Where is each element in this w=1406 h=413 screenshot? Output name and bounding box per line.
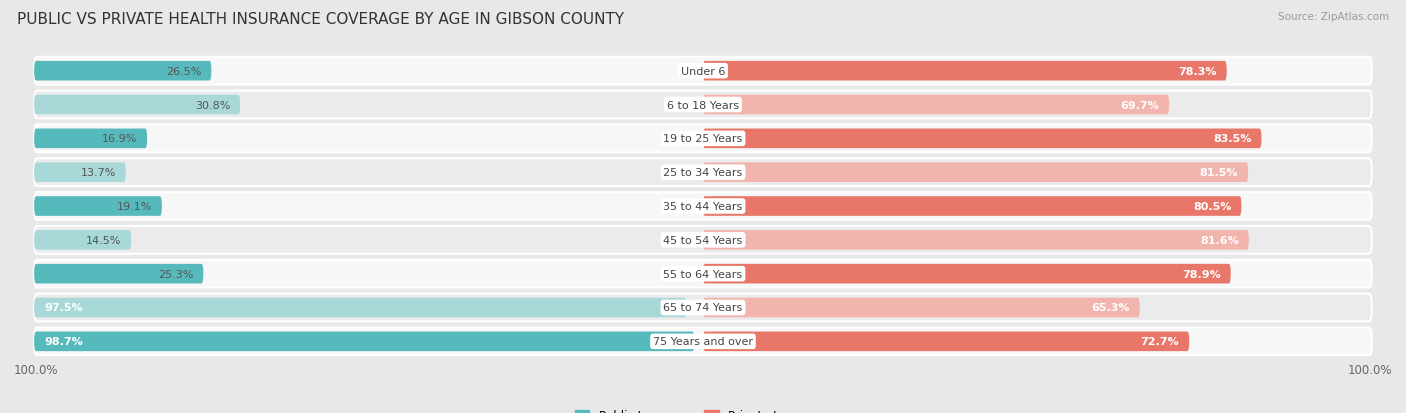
FancyBboxPatch shape: [703, 264, 1230, 284]
Text: 97.5%: 97.5%: [44, 303, 83, 313]
FancyBboxPatch shape: [703, 298, 1140, 318]
Text: 72.7%: 72.7%: [1140, 337, 1180, 347]
FancyBboxPatch shape: [703, 163, 1249, 183]
Text: 65 to 74 Years: 65 to 74 Years: [664, 303, 742, 313]
Text: 55 to 64 Years: 55 to 64 Years: [664, 269, 742, 279]
Text: 30.8%: 30.8%: [195, 100, 231, 110]
FancyBboxPatch shape: [34, 91, 1372, 119]
FancyBboxPatch shape: [703, 332, 1189, 351]
Text: 6 to 18 Years: 6 to 18 Years: [666, 100, 740, 110]
Text: 16.9%: 16.9%: [101, 134, 138, 144]
FancyBboxPatch shape: [34, 230, 131, 250]
Text: 19.1%: 19.1%: [117, 202, 152, 211]
Text: 81.5%: 81.5%: [1199, 168, 1239, 178]
Text: 78.9%: 78.9%: [1182, 269, 1220, 279]
FancyBboxPatch shape: [34, 192, 1372, 221]
Text: 81.6%: 81.6%: [1199, 235, 1239, 245]
Text: 69.7%: 69.7%: [1121, 100, 1159, 110]
FancyBboxPatch shape: [34, 163, 125, 183]
Text: 45 to 54 Years: 45 to 54 Years: [664, 235, 742, 245]
Text: 26.5%: 26.5%: [166, 66, 201, 76]
FancyBboxPatch shape: [703, 197, 1241, 216]
FancyBboxPatch shape: [34, 62, 211, 81]
FancyBboxPatch shape: [703, 62, 1226, 81]
Text: Under 6: Under 6: [681, 66, 725, 76]
FancyBboxPatch shape: [34, 159, 1372, 187]
FancyBboxPatch shape: [34, 332, 695, 351]
Text: 65.3%: 65.3%: [1091, 303, 1130, 313]
Text: 25 to 34 Years: 25 to 34 Years: [664, 168, 742, 178]
Legend: Public Insurance, Private Insurance: Public Insurance, Private Insurance: [571, 404, 835, 413]
Text: 100.0%: 100.0%: [14, 363, 59, 376]
FancyBboxPatch shape: [34, 260, 1372, 288]
FancyBboxPatch shape: [703, 230, 1249, 250]
Text: PUBLIC VS PRIVATE HEALTH INSURANCE COVERAGE BY AGE IN GIBSON COUNTY: PUBLIC VS PRIVATE HEALTH INSURANCE COVER…: [17, 12, 624, 27]
FancyBboxPatch shape: [34, 328, 1372, 355]
FancyBboxPatch shape: [34, 226, 1372, 254]
FancyBboxPatch shape: [34, 95, 240, 115]
Text: 83.5%: 83.5%: [1213, 134, 1251, 144]
FancyBboxPatch shape: [34, 197, 162, 216]
Text: 25.3%: 25.3%: [157, 269, 193, 279]
FancyBboxPatch shape: [34, 294, 1372, 322]
FancyBboxPatch shape: [34, 264, 204, 284]
FancyBboxPatch shape: [703, 129, 1261, 149]
FancyBboxPatch shape: [34, 298, 686, 318]
FancyBboxPatch shape: [34, 58, 1372, 85]
Text: 78.3%: 78.3%: [1178, 66, 1216, 76]
Text: 80.5%: 80.5%: [1194, 202, 1232, 211]
Text: 19 to 25 Years: 19 to 25 Years: [664, 134, 742, 144]
FancyBboxPatch shape: [34, 129, 148, 149]
Text: 75 Years and over: 75 Years and over: [652, 337, 754, 347]
Text: 98.7%: 98.7%: [44, 337, 83, 347]
FancyBboxPatch shape: [34, 125, 1372, 153]
Text: Source: ZipAtlas.com: Source: ZipAtlas.com: [1278, 12, 1389, 22]
FancyBboxPatch shape: [703, 95, 1170, 115]
Text: 100.0%: 100.0%: [1347, 363, 1392, 376]
Text: 14.5%: 14.5%: [86, 235, 121, 245]
Text: 13.7%: 13.7%: [80, 168, 115, 178]
Text: 35 to 44 Years: 35 to 44 Years: [664, 202, 742, 211]
